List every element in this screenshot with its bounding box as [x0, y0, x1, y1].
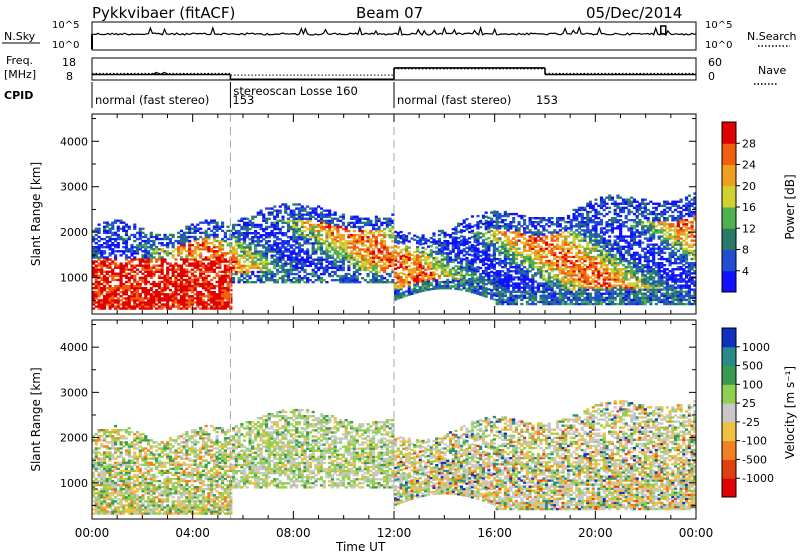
colorbar-tick-label: 16: [742, 201, 756, 214]
x-tick-label: 00:00: [75, 526, 110, 540]
velocity-panel: 1000 2000 3000 4000 Slant Range [km] 1000 500 1…: [29, 319, 797, 520]
colorbar-tick-label: 20: [742, 180, 756, 193]
nave-tick-top: 60: [708, 56, 722, 69]
cpid-mode-label: normal (fast stereo): [95, 93, 209, 107]
cpid-mode-id: 153: [536, 93, 558, 107]
x-tick-label: 00:00: [679, 526, 714, 540]
y-tick-label: 4000: [60, 135, 88, 148]
echo-cells: [92, 192, 697, 310]
colorbar-title: Power [dB]: [783, 174, 797, 239]
x-tick-label: 20:00: [578, 526, 613, 540]
echo-cells: [92, 400, 697, 515]
colorbar-swatch: [722, 478, 736, 498]
x-axis-labels: 00:00 04:00 08:00 12:00 16:00 20:00 00:00: [75, 526, 714, 540]
y-tick-label: 2000: [60, 226, 88, 239]
colorbar-tick-label: 1000: [742, 341, 770, 354]
x-tick-label: 08:00: [276, 526, 311, 540]
colorbar-swatch: [722, 207, 736, 229]
colorbar-swatch: [722, 249, 736, 272]
colorbar-swatch: [722, 384, 736, 404]
nsky-spike: [660, 25, 667, 35]
y-tick-label: 4000: [60, 341, 88, 354]
y-axis-title: Slant Range [km]: [29, 162, 43, 266]
colorbar-tick-label: -25: [742, 416, 760, 429]
freq-trace: [92, 67, 696, 81]
nsearch-label: N.Search: [747, 30, 797, 43]
nsky-tick-bottom: 10^0: [52, 40, 79, 51]
colorbar-swatch: [722, 459, 736, 479]
colorbar-swatch: [722, 421, 736, 442]
cpid-mode-label: stereoscan Losse 160: [233, 84, 357, 98]
cpid-label: CPID: [4, 89, 33, 102]
colorbar-title: Velocity [m s⁻¹]: [783, 366, 797, 459]
colorbar-swatch: [722, 440, 736, 460]
colorbar-swatch: [722, 270, 736, 293]
colorbar-tick-label: 8: [742, 244, 749, 257]
colorbar-tick-label: 25: [742, 397, 756, 410]
cpid-mode-id: 153: [232, 93, 254, 107]
colorbar-swatch: [722, 228, 736, 250]
nave-tick-bottom: 0: [708, 70, 715, 83]
cpid-mode-label: normal (fast stereo): [397, 93, 511, 107]
title: Pykkvibaer (fitACF): [92, 4, 235, 22]
nsearch-tick-bottom: 10^0: [705, 40, 732, 51]
nsky-tick-top: 10^5: [52, 20, 79, 31]
nave-label: Nave: [758, 64, 786, 77]
colorbar-swatch: [722, 403, 736, 423]
colorbar-tick-label: 28: [742, 137, 756, 150]
freq-wiggle: [152, 71, 169, 75]
colorbar-tick-label: 100: [742, 378, 763, 391]
x-tick-label: 04:00: [175, 526, 210, 540]
power-panel: 1000 2000 3000 4000 Slant Range [km] 4 8 12 16 20…: [29, 113, 797, 315]
x-tick-label: 12:00: [377, 526, 412, 540]
freq-tick-bottom: 8: [66, 70, 73, 83]
colorbar-tick-label: -1000: [742, 472, 774, 485]
colorbar-swatch: [722, 164, 736, 187]
colorbar-swatch: [722, 122, 736, 144]
date-label: 05/Dec/2014: [586, 4, 682, 22]
freq-label-1: Freq.: [6, 54, 33, 67]
colorbar-tick-label: 24: [742, 159, 756, 172]
y-tick-label: 3000: [60, 181, 88, 194]
colorbar-tick-label: 500: [742, 360, 763, 373]
y-tick-label: 1000: [60, 272, 88, 285]
beam-label: Beam 07: [356, 4, 423, 22]
freq-tick-top: 18: [62, 56, 76, 69]
colorbar-swatch: [722, 328, 736, 348]
y-tick-label: 1000: [60, 477, 88, 490]
colorbar-tick-label: -500: [742, 453, 767, 466]
nsearch-tick-top: 10^5: [705, 20, 732, 31]
colorbar-swatch: [722, 143, 736, 165]
colorbar-swatch: [722, 185, 736, 208]
y-axis-title: Slant Range [km]: [29, 367, 43, 471]
freq-label-2: [MHz]: [4, 68, 36, 81]
colorbar-tick-label: -100: [742, 435, 767, 448]
nsky-line: [91, 25, 697, 36]
y-tick-label: 3000: [60, 386, 88, 399]
nsky-trace: [91, 25, 697, 49]
colorbar-tick-label: 4: [742, 265, 749, 278]
nsky-panel: [91, 21, 697, 51]
colorbar-swatch: [722, 346, 736, 367]
x-axis-title: Time UT: [335, 540, 386, 554]
y-tick-label: 2000: [60, 432, 88, 445]
x-tick-label: 16:00: [477, 526, 512, 540]
nsky-label: N.Sky: [4, 30, 36, 43]
colorbar-tick-label: 12: [742, 222, 756, 235]
colorbar-swatch: [722, 365, 736, 385]
colorbar-frame: [721, 327, 737, 498]
